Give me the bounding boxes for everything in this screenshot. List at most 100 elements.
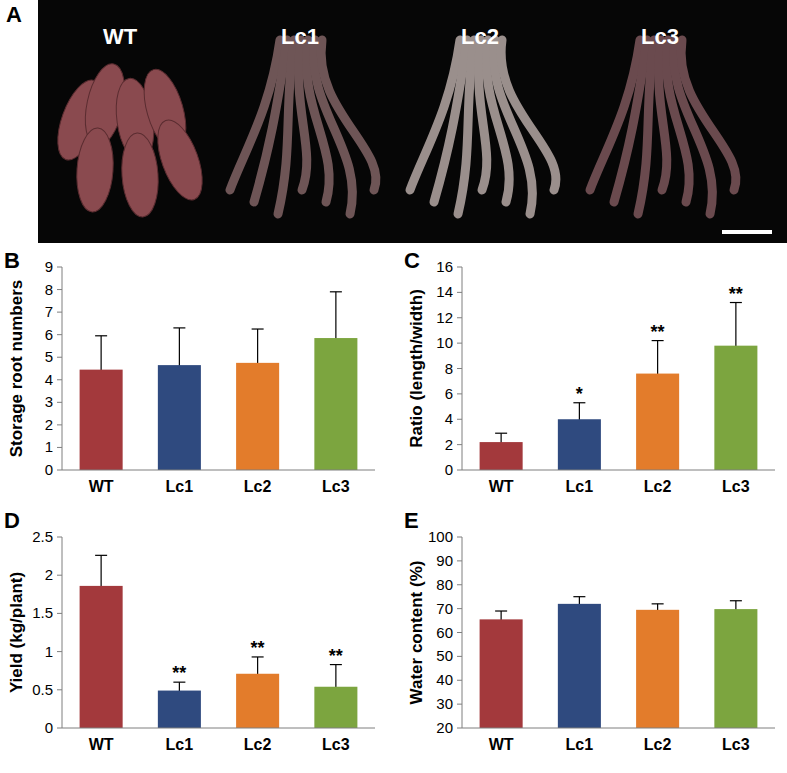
- x-tick-label: Lc3: [722, 736, 750, 753]
- y-tick: [457, 537, 462, 538]
- tuber: [74, 127, 116, 213]
- root: [458, 40, 474, 214]
- y-tick: [457, 656, 462, 657]
- y-tick: [457, 317, 462, 318]
- significance: **: [172, 663, 186, 683]
- bar: [636, 374, 679, 470]
- root: [321, 40, 376, 190]
- error-cap: [573, 596, 585, 597]
- y-tick-label: 2: [445, 436, 453, 453]
- x-axis: [462, 470, 775, 471]
- x-tick-label: WT: [89, 736, 114, 753]
- y-axis-label: Ratio (length/width): [407, 289, 426, 448]
- x-axis: [62, 470, 375, 471]
- y-tick: [57, 613, 62, 614]
- y-tick: [57, 424, 62, 425]
- y-tick: [457, 393, 462, 394]
- y-tick: [457, 704, 462, 705]
- photo-label: Lc3: [641, 24, 679, 49]
- root: [278, 40, 294, 214]
- error-cap: [330, 291, 342, 292]
- y-tick-label: 14: [436, 283, 453, 300]
- y-tick-label: 1: [45, 438, 53, 455]
- bar: [714, 609, 757, 728]
- y-tick-label: 0: [45, 719, 53, 736]
- y-tick: [57, 379, 62, 380]
- x-axis: [62, 728, 375, 729]
- root-drawings: [49, 40, 736, 218]
- y-tick-label: 90: [436, 552, 453, 569]
- x-tick-label: Lc2: [244, 478, 272, 495]
- y-tick: [57, 689, 62, 690]
- x-tick-label: WT: [489, 736, 514, 753]
- x-tick-label: Lc1: [166, 478, 194, 495]
- photo-background: [38, 0, 787, 243]
- x-tick-label: Lc3: [722, 478, 750, 495]
- error-cap: [495, 610, 507, 611]
- photo-label: Lc2: [461, 24, 499, 49]
- y-tick-label: 70: [436, 600, 453, 617]
- x-tick-label: Lc1: [166, 736, 194, 753]
- bar: [558, 419, 601, 470]
- y-tick: [57, 402, 62, 403]
- y-tick: [457, 444, 462, 445]
- y-tick-label: 2: [45, 566, 53, 583]
- y-tick-label: 3: [45, 393, 53, 410]
- y-tick-label: 20: [436, 719, 453, 736]
- bar: [480, 442, 523, 470]
- y-tick: [457, 470, 462, 471]
- plot-marks: [80, 292, 358, 470]
- y-tick-label: 6: [445, 385, 453, 402]
- panel-letter: C: [404, 248, 420, 273]
- y-tick-label: 16: [436, 258, 453, 275]
- significance: **: [651, 322, 665, 342]
- y-tick: [57, 289, 62, 290]
- y-tick: [57, 651, 62, 652]
- y-tick: [457, 368, 462, 369]
- y-tick-label: 10: [436, 334, 453, 351]
- y-tick: [457, 267, 462, 268]
- plot-marks: [480, 303, 758, 470]
- x-tick-label: Lc1: [566, 736, 594, 753]
- significance: **: [729, 284, 743, 304]
- y-tick: [57, 447, 62, 448]
- y-tick-label: 2: [45, 416, 53, 433]
- y-tick-label: 30: [436, 695, 453, 712]
- y-tick: [57, 357, 62, 358]
- root: [681, 40, 736, 190]
- y-tick: [457, 343, 462, 344]
- y-tick: [457, 560, 462, 561]
- bar: [314, 687, 357, 728]
- panel-letter: B: [4, 248, 20, 273]
- significance: **: [251, 638, 265, 658]
- tuber: [149, 114, 212, 205]
- y-tick-label: 0: [45, 461, 53, 478]
- panel-letter: D: [4, 508, 20, 533]
- error-cap: [730, 600, 742, 601]
- y-tick: [457, 419, 462, 420]
- y-tick: [457, 728, 462, 729]
- error-cap: [252, 328, 264, 329]
- bar: [714, 346, 757, 470]
- tuber: [119, 132, 161, 218]
- bar: [636, 610, 679, 728]
- y-tick-label: 100: [428, 528, 453, 545]
- y-tick-label: 0.5: [32, 681, 53, 698]
- bar: [314, 338, 357, 470]
- panel-letter: E: [404, 508, 419, 533]
- y-tick-label: 60: [436, 624, 453, 641]
- y-tick-label: 4: [445, 410, 453, 427]
- x-tick-label: WT: [89, 478, 114, 495]
- x-tick-label: WT: [489, 478, 514, 495]
- bar: [158, 365, 201, 470]
- y-tick-label: 8: [445, 360, 453, 377]
- error-cap: [652, 603, 664, 604]
- y-tick: [457, 584, 462, 585]
- photo-label: WT: [103, 24, 138, 49]
- y-axis: [62, 537, 63, 728]
- y-tick: [57, 470, 62, 471]
- y-tick-label: 40: [436, 671, 453, 688]
- y-tick-label: 6: [45, 326, 53, 343]
- y-tick: [457, 292, 462, 293]
- bar: [80, 370, 123, 470]
